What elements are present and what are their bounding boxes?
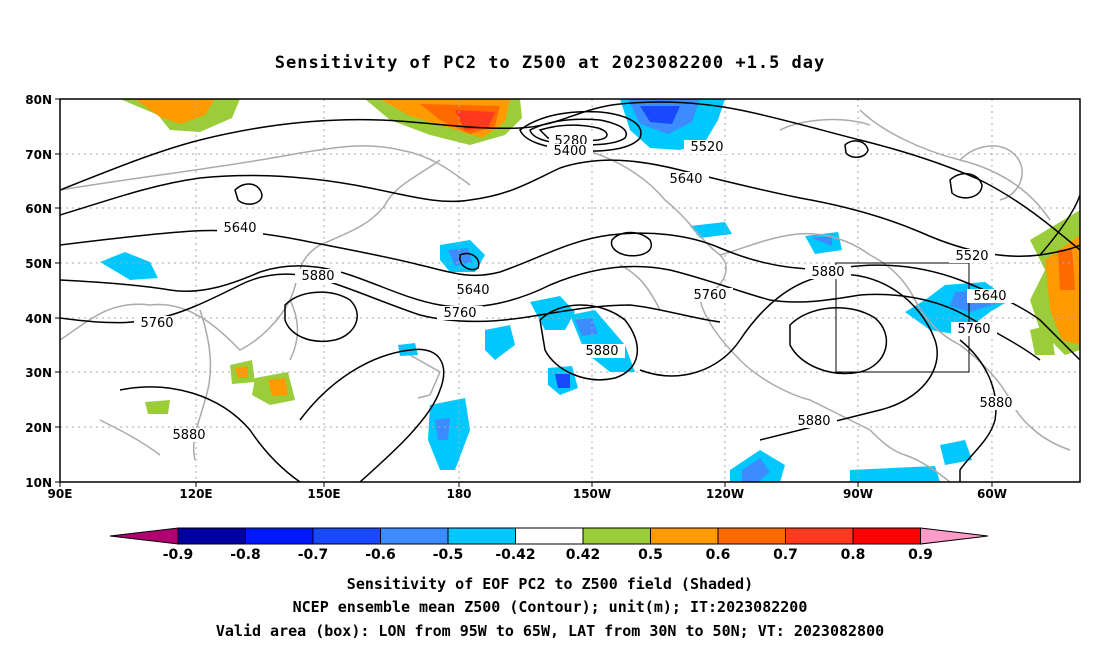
colorbar-segment: [852, 527, 921, 545]
colorbar-label: -0.5: [433, 547, 464, 563]
colorbar-low-triangle: [109, 527, 179, 545]
lat-tick-label: 50N: [25, 257, 52, 271]
colorbar-segment: [785, 527, 854, 545]
colorbar-segment: [515, 527, 584, 545]
valid-area-box: [835, 262, 970, 373]
colorbar-segment: [650, 527, 719, 545]
contour-label: 5640: [456, 283, 489, 298]
colorbar-segment: [245, 527, 314, 545]
colorbar-label: 0.5: [638, 547, 663, 563]
contour-label: 5880: [585, 344, 618, 359]
caption-line-2: NCEP ensemble mean Z500 (Contour); unit(…: [293, 598, 808, 616]
lon-tick-label: 120W: [706, 487, 744, 501]
lat-tick-label: 60N: [25, 202, 52, 216]
colorbar-segment: [177, 527, 246, 545]
lat-tick-label: 20N: [25, 421, 52, 435]
lat-lon-grid: [60, 99, 1080, 482]
colorbar-label: 0.9: [908, 547, 933, 563]
lon-tick-label: 180: [446, 487, 471, 501]
contour-label: 5760: [443, 306, 476, 321]
contour-label: 5640: [973, 289, 1006, 304]
contour-label: 5880: [979, 396, 1012, 411]
colorbar-label: -0.7: [298, 547, 329, 563]
colorbar-segment: [312, 527, 381, 545]
lat-tick-label: 80N: [25, 93, 52, 107]
colorbar-label: -0.42: [495, 547, 535, 563]
colorbar-label: -0.8: [230, 547, 261, 563]
lon-tick-label: 150W: [573, 487, 611, 501]
colorbar-label: -0.6: [365, 547, 396, 563]
contour-label: 5640: [669, 172, 702, 187]
contour-label: 5400: [553, 144, 586, 159]
lon-tick-label: 90W: [843, 487, 873, 501]
map-frame: [59, 98, 1081, 483]
contour-label: 5760: [140, 316, 173, 331]
lon-axis: 90E 120E 150E 180 150W 120W 90W 60W: [48, 482, 1007, 501]
colorbar-segment: [447, 527, 516, 545]
lat-tick-label: 70N: [25, 148, 52, 162]
colorbar-label: 0.8: [841, 547, 866, 563]
contour-label: 5520: [955, 249, 988, 264]
contour-label: 5520: [690, 140, 723, 155]
figure-title: Sensitivity of PC2 to Z500 at 2023082200…: [275, 53, 826, 73]
contour-label: 5880: [797, 414, 830, 429]
z500-contours: [60, 101, 1080, 482]
colorbar-segment: [380, 527, 449, 545]
contour-label: 5640: [223, 221, 256, 236]
lon-tick-label: 120E: [179, 487, 212, 501]
lat-tick-label: 10N: [25, 476, 52, 490]
colorbar: -0.9 -0.8 -0.7 -0.6 -0.5 -0.42 0.42 0.5 …: [109, 527, 989, 563]
contour-label: 5880: [811, 265, 844, 280]
caption-line-3: Valid area (box): LON from 95W to 65W, L…: [216, 622, 884, 640]
lon-tick-label: 60W: [977, 487, 1007, 501]
lat-axis: 80N 70N 60N 50N 40N 30N 20N 10N: [25, 93, 60, 490]
colorbar-segment: [717, 527, 786, 545]
lon-tick-label: 90E: [48, 487, 73, 501]
contour-label: 5880: [301, 269, 334, 284]
lat-tick-label: 40N: [25, 312, 52, 326]
lat-tick-label: 30N: [25, 366, 52, 380]
colorbar-label: 0.42: [566, 547, 601, 563]
colorbar-segment: [582, 527, 651, 545]
colorbar-label: -0.9: [163, 547, 194, 563]
contour-label: 5880: [172, 428, 205, 443]
contour-label: 5760: [957, 322, 990, 337]
colorbar-label: 0.6: [706, 547, 731, 563]
caption-line-1: Sensitivity of EOF PC2 to Z500 field (Sh…: [347, 575, 753, 593]
colorbar-high-triangle: [920, 527, 989, 545]
colorbar-label: 0.7: [773, 547, 798, 563]
contour-labels: 5280 5400 5520 5640 5640 5640 5520 5640: [134, 133, 1019, 443]
lon-tick-label: 150E: [307, 487, 340, 501]
contour-label: 5760: [693, 288, 726, 303]
